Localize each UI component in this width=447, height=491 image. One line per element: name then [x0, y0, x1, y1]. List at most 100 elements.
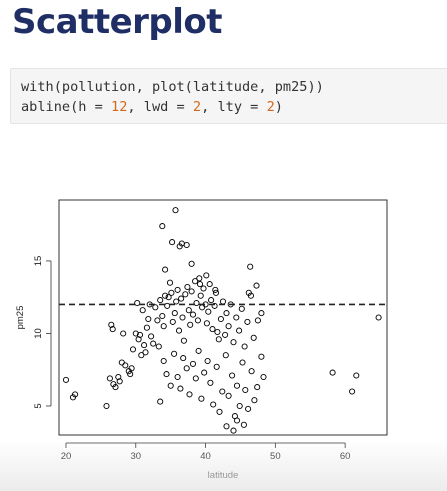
data-point — [168, 289, 175, 296]
data-point — [241, 343, 248, 350]
data-point — [349, 388, 356, 395]
data-point — [192, 278, 199, 285]
data-point — [143, 324, 150, 331]
x-tick-label: 30 — [130, 451, 141, 462]
data-point — [118, 359, 125, 366]
data-point — [187, 321, 194, 328]
data-point — [225, 323, 232, 330]
data-point — [189, 360, 197, 367]
data-point — [155, 343, 162, 350]
data-point — [173, 298, 180, 305]
data-point — [223, 423, 230, 430]
data-point — [138, 352, 145, 359]
data-point — [182, 291, 189, 298]
data-point — [192, 375, 199, 382]
data-point — [222, 352, 229, 359]
data-point — [242, 386, 249, 394]
data-point — [245, 405, 252, 412]
data-point — [175, 327, 183, 334]
code-line-1: with(pollution, plot(latitude, pm25)) — [21, 79, 324, 95]
data-point — [179, 314, 186, 321]
data-point — [136, 331, 144, 338]
data-point — [253, 282, 260, 289]
scatterplot-chart: 20 30 40 50 60 5 10 15 latitude pm25 — [15, 199, 388, 481]
data-point — [127, 371, 134, 378]
data-point — [159, 223, 166, 230]
data-point — [260, 373, 267, 381]
data-point — [139, 307, 146, 314]
data-point — [254, 384, 261, 391]
data-point — [200, 285, 207, 292]
data-point — [188, 260, 195, 267]
data-point — [103, 402, 110, 410]
plot-frame — [58, 199, 388, 436]
slide-title: Scatterplot — [12, 2, 223, 42]
data-point — [245, 289, 252, 296]
data-point — [120, 330, 127, 337]
data-point — [184, 283, 191, 291]
data-point — [214, 328, 221, 336]
points-layer — [62, 207, 382, 434]
data-point — [251, 397, 258, 404]
data-point — [188, 288, 195, 295]
code-line-2: abline(h = 12, lwd = 2, lty = 2) — [21, 99, 283, 115]
data-point — [198, 395, 205, 402]
data-point — [164, 302, 171, 309]
data-point — [132, 330, 139, 337]
data-point — [233, 314, 240, 321]
code-token: , lwd = — [127, 99, 193, 115]
data-point — [196, 281, 204, 288]
data-point — [148, 333, 155, 340]
data-point — [163, 371, 170, 378]
data-point — [171, 350, 178, 357]
data-point — [160, 357, 167, 365]
data-point — [216, 408, 223, 415]
data-point — [329, 369, 336, 376]
data-point — [205, 308, 212, 315]
data-point — [189, 311, 197, 318]
data-point — [166, 279, 174, 286]
data-point — [244, 318, 251, 325]
data-point — [236, 327, 243, 334]
data-point — [115, 373, 122, 381]
data-point — [134, 299, 141, 307]
data-point — [250, 334, 257, 341]
data-point — [375, 314, 382, 321]
x-tick-label: 40 — [200, 451, 211, 462]
data-point — [211, 302, 218, 309]
data-point — [180, 337, 187, 344]
data-point — [109, 326, 116, 333]
data-point — [174, 373, 181, 381]
data-point — [157, 297, 164, 304]
data-point — [225, 392, 232, 399]
code-number-lwd: 2 — [192, 99, 202, 115]
data-point — [142, 349, 149, 356]
data-point — [165, 294, 172, 301]
data-point — [152, 304, 159, 311]
data-point — [197, 292, 204, 299]
data-point — [162, 266, 169, 273]
data-point — [223, 310, 230, 317]
data-point — [215, 336, 222, 343]
data-point — [150, 340, 157, 347]
data-point — [239, 359, 246, 366]
x-axis-label: latitude — [208, 470, 239, 481]
data-point — [196, 275, 203, 282]
data-point — [207, 379, 214, 386]
data-point — [128, 365, 135, 372]
data-point — [160, 323, 167, 330]
y-tick-label: 5 — [33, 403, 44, 408]
data-point — [203, 320, 210, 327]
data-point — [141, 342, 148, 349]
data-point — [116, 378, 123, 385]
data-point — [183, 365, 190, 372]
data-point — [209, 326, 216, 333]
data-point — [167, 382, 174, 389]
data-point — [172, 207, 179, 214]
y-axis: 5 10 15 — [33, 256, 52, 409]
data-point — [62, 376, 70, 383]
data-point — [159, 312, 166, 320]
code-token: ) — [274, 99, 283, 115]
code-block: with(pollution, plot(latitude, pm25)) ab… — [10, 68, 447, 124]
data-point — [154, 317, 161, 324]
